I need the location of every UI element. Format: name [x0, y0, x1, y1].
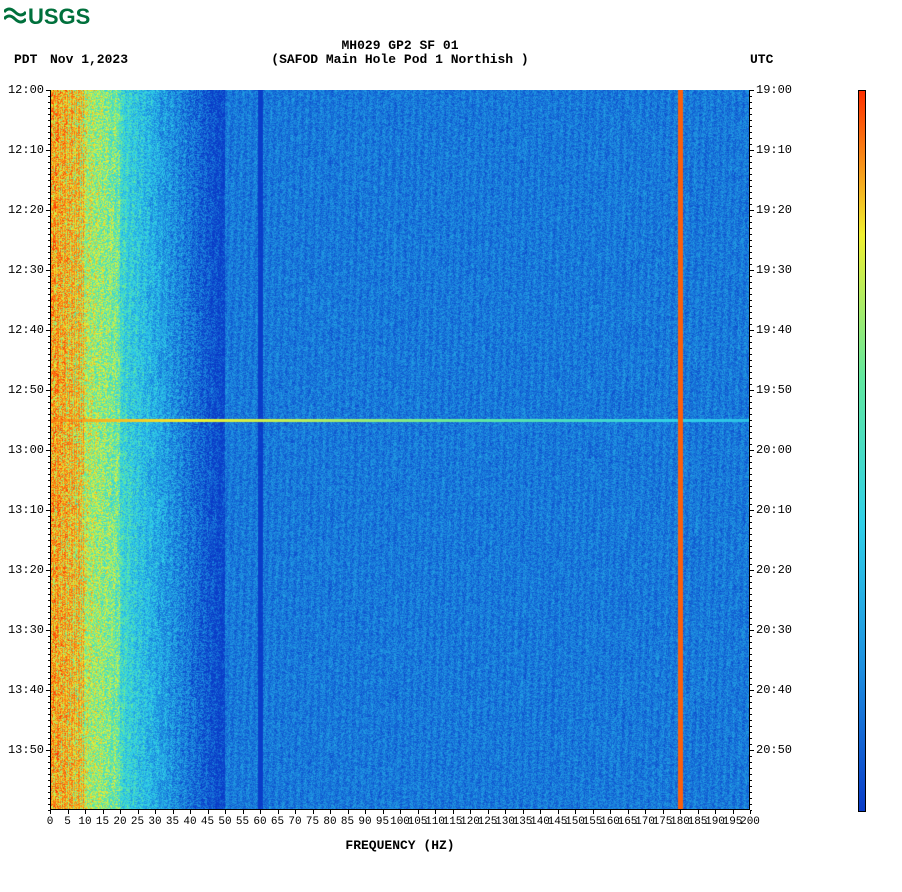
x-tick-label: 15 — [96, 816, 109, 828]
y-right-tick-label: 19:00 — [756, 83, 792, 97]
y-left-tick-label: 12:40 — [8, 323, 44, 337]
usgs-logo: USGS — [4, 4, 90, 30]
x-tick-label: 50 — [218, 816, 231, 828]
x-axis: 0510152025303540455055606570758085909510… — [50, 810, 750, 840]
y-axis-left: 12:0012:1012:2012:3012:4012:5013:0013:10… — [0, 90, 50, 810]
x-tick-label: 45 — [201, 816, 214, 828]
y-left-tick-label: 13:40 — [8, 683, 44, 697]
x-tick-label: 20 — [113, 816, 126, 828]
y-right-tick-label: 20:30 — [756, 623, 792, 637]
x-tick-label: 70 — [288, 816, 301, 828]
y-left-tick-label: 13:30 — [8, 623, 44, 637]
x-tick-label: 0 — [47, 816, 54, 828]
y-left-tick-label: 13:10 — [8, 503, 44, 517]
x-tick-label: 200 — [740, 816, 760, 828]
y-left-tick-label: 12:10 — [8, 143, 44, 157]
y-right-tick-label: 20:50 — [756, 743, 792, 757]
y-left-tick-label: 13:00 — [8, 443, 44, 457]
x-tick-label: 95 — [376, 816, 389, 828]
y-right-tick-label: 20:20 — [756, 563, 792, 577]
y-right-tick-label: 19:50 — [756, 383, 792, 397]
x-tick-label: 5 — [64, 816, 71, 828]
y-left-tick-label: 13:50 — [8, 743, 44, 757]
y-right-tick-label: 20:00 — [756, 443, 792, 457]
y-left-tick-label: 12:00 — [8, 83, 44, 97]
timezone-right: UTC — [750, 52, 773, 67]
x-tick-label: 55 — [236, 816, 249, 828]
colorbar — [858, 90, 866, 812]
y-right-tick-label: 20:10 — [756, 503, 792, 517]
usgs-wave-icon — [4, 4, 26, 30]
x-tick-label: 40 — [183, 816, 196, 828]
x-tick-label: 10 — [78, 816, 91, 828]
x-tick-label: 90 — [358, 816, 371, 828]
x-tick-label: 60 — [253, 816, 266, 828]
y-left-tick-label: 12:20 — [8, 203, 44, 217]
x-axis-label: FREQUENCY (HZ) — [50, 838, 750, 853]
x-tick-label: 85 — [341, 816, 354, 828]
y-axis-right: 19:0019:1019:2019:3019:4019:5020:0020:10… — [750, 90, 800, 810]
x-tick-label: 25 — [131, 816, 144, 828]
y-right-tick-label: 19:20 — [756, 203, 792, 217]
x-tick-label: 35 — [166, 816, 179, 828]
y-right-tick-label: 19:30 — [756, 263, 792, 277]
spectrogram-canvas — [50, 90, 750, 810]
y-left-tick-label: 13:20 — [8, 563, 44, 577]
y-left-tick-label: 12:50 — [8, 383, 44, 397]
usgs-text: USGS — [28, 4, 90, 30]
timezone-left: PDT — [14, 52, 37, 67]
chart-title-1: MH029 GP2 SF 01 — [0, 38, 800, 53]
date-label: Nov 1,2023 — [50, 52, 128, 67]
y-right-tick-label: 19:40 — [756, 323, 792, 337]
x-tick-label: 30 — [148, 816, 161, 828]
y-right-tick-label: 20:40 — [756, 683, 792, 697]
x-tick-label: 75 — [306, 816, 319, 828]
y-right-tick-label: 19:10 — [756, 143, 792, 157]
x-tick-label: 80 — [323, 816, 336, 828]
x-tick-label: 65 — [271, 816, 284, 828]
spectrogram-plot — [50, 90, 750, 810]
y-left-tick-label: 12:30 — [8, 263, 44, 277]
